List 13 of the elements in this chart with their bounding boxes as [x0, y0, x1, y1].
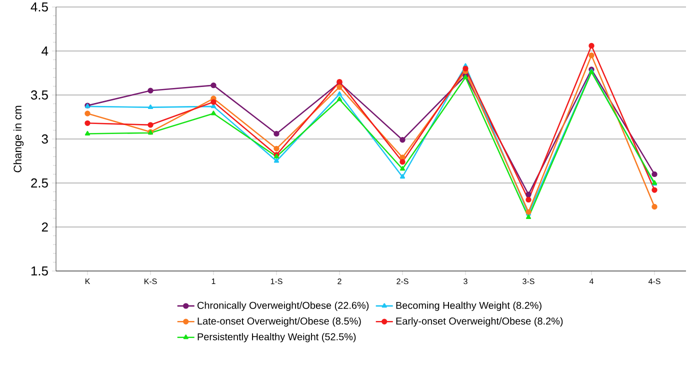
legend-label: Early-onset Overweight/Obese (8.2%)	[396, 317, 563, 327]
y-tick-label: 2.5	[31, 178, 48, 188]
legend-label: Late-onset Overweight/Obese (8.5%)	[198, 317, 361, 327]
y-axis-title: Change in cm	[13, 106, 24, 172]
legend-label: Persistently Healthy Weight (52.5%)	[198, 332, 356, 342]
legend-label: Becoming Healthy Weight (8.2%)	[396, 302, 542, 311]
y-tick-label: 1.5	[31, 266, 48, 276]
y-tick-label: 3	[42, 134, 48, 144]
y-tick-label: 2	[42, 222, 48, 232]
y-tick-label: 3.5	[30, 90, 48, 100]
legend-label: Chronically Overweight/Obese (22.6%)	[198, 302, 369, 311]
y-tick-label: 4	[42, 46, 48, 56]
y-tick-label: 4.5	[30, 2, 48, 12]
